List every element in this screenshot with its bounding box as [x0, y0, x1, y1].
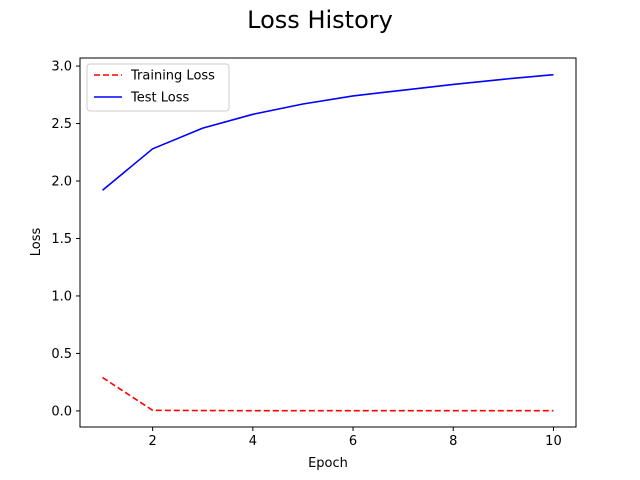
x-axis-label: Epoch: [308, 456, 348, 471]
plot-frame: [79, 57, 577, 428]
legend: Training Loss Test Loss: [86, 63, 230, 112]
legend-entries: Training Loss Test Loss: [94, 69, 215, 106]
series-layer: [102, 73, 554, 412]
y-axis: 0.0 0.5 1.0 1.5 2.0 2.5 3.0: [51, 60, 80, 419]
x-tick-label: 4: [249, 434, 257, 449]
x-tick-label: 2: [149, 434, 157, 449]
y-tick-label: 1.0: [51, 289, 72, 304]
chart-title: Loss History: [247, 6, 393, 34]
y-tick-label: 2.0: [51, 175, 72, 190]
y-tick-label: 0.5: [51, 347, 72, 362]
legend-label: Test Loss: [130, 91, 189, 106]
y-tick-label: 1.5: [51, 232, 72, 247]
y-axis-label: Loss: [29, 228, 44, 257]
y-tick-label: 2.5: [51, 117, 72, 132]
series-line-training-loss: [102, 376, 554, 412]
y-tick-label: 0.0: [51, 404, 72, 419]
series-line-test-loss: [102, 73, 554, 191]
y-tick-label: 3.0: [51, 60, 72, 75]
x-tick-label: 6: [349, 434, 357, 449]
x-tick-label: 8: [449, 434, 457, 449]
x-tick-label: 10: [545, 434, 562, 449]
x-axis: 2 4 6 8 10: [149, 427, 562, 449]
legend-label: Training Loss: [130, 69, 215, 84]
legend-box: [86, 63, 230, 112]
